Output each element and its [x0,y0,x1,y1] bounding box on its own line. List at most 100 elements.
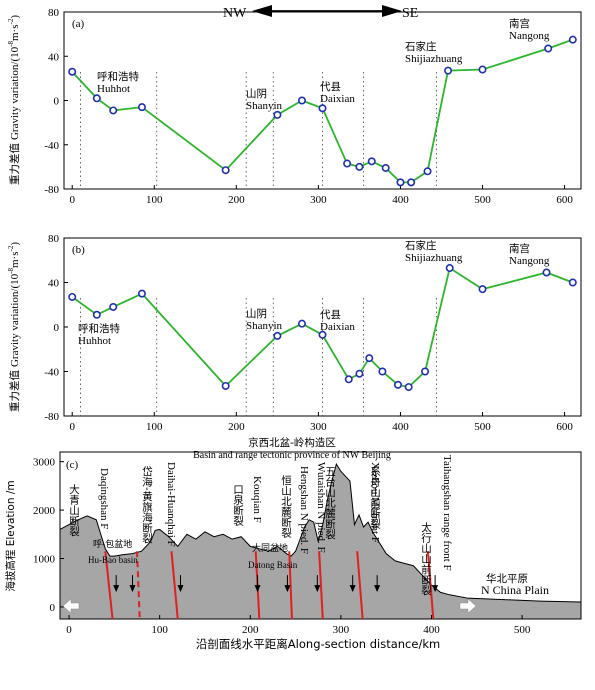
panel-b-place-huhhot-cn: 呼和浩特 [78,323,120,335]
panel-b-xtick-label: 300 [310,421,327,433]
panel-c-ytick-label: 2000 [33,505,56,517]
panel-a-gravity-point [568,35,577,44]
fault-label-taihang-en: Taihangshan range front F [441,455,453,571]
motion-arrow-head [177,585,184,593]
panel-a-xtick-label: 200 [228,194,245,206]
motion-arrow-head [432,585,439,593]
panel-a-gravity-point [343,159,352,168]
arrow-right-head [382,5,402,17]
panel-c-xtick-label: 0 [66,624,72,636]
panel-b-ticks: 0 100 200 300 400 500 600 -80 -40 0 40 80 [44,233,573,433]
panel-a-gravity-point [423,167,432,176]
panel-b-ylabel-en: Gravity variation/(10 [9,273,21,367]
panel-a-ytick-label: -40 [44,140,59,152]
panel-b-ylabel-cn: 重力差值 [8,370,21,412]
panel-b-place-shijiazhuang-cn: 石家庄 [405,239,437,252]
panel-a-ylabel-exp: -8 [7,41,15,47]
panel-b-label: (b) [72,244,85,256]
motion-arrow-head [349,585,356,593]
fault-line [426,551,435,619]
panel-b-gravity-point [478,285,487,294]
basin-hubao-en: Hu-Bao basin [88,555,138,565]
fault-label-kouquan-cn: 口泉断裂 [232,484,244,527]
panel-b-gravity-point [297,319,306,328]
fault-label-xizhou-cn: 系舟山前断裂 [369,466,381,530]
panel-b-gravity-point [378,367,387,376]
panel-b-gravity-point [68,292,77,301]
panel-b-xtick-label: 100 [146,421,163,433]
motion-arrow-head [254,585,261,593]
panel-a-place-shanyin-en: Shanyin [246,100,283,112]
panel-a-label: (a) [72,18,85,30]
fault-line [136,551,141,619]
panel-a-place-huhhot-cn: 呼和浩特 [97,71,139,83]
panel-a-xtick-label: 300 [310,194,327,206]
motion-arrow-head [374,585,381,593]
nw-label: NW [223,6,247,21]
panel-b-place-nangong-cn: 南宫 [509,242,530,255]
arrow-left-head [252,5,272,17]
panel-b-place-shijiazhuang-en: Shijiazhuang [405,252,463,264]
panel-b-xtick-label: 200 [228,421,245,433]
panel-b-gravity-point [137,289,146,298]
panel-a-ylabel: 重力差值 Gravity variation/(10-8m·s-2) [7,15,21,185]
panel-a-ylabel-en: Gravity variation/(10 [9,46,21,140]
panel-b-ytick-label: -80 [44,411,59,423]
panel-b-gravity-point [365,354,374,363]
motion-arrow-head [129,585,136,593]
panel-b-xtick-label: 600 [556,421,573,433]
motion-arrow-head [314,585,321,593]
panel-b-ytick-label: 80 [48,233,60,245]
panel-a-gravity-point [273,110,282,119]
fault-label-wutaishan-cn: 五台山北麓断裂 [324,466,336,540]
panel-b-gravity-point [92,310,101,319]
fault-label-daihai-cn: 岱海-黄旗海断裂 [141,465,153,544]
panel-a-gravity-point [367,157,376,166]
panel-b-ytick-label: -40 [44,367,59,379]
fault-label-hengshan-cn: 恒山北麓断裂 [280,474,292,539]
panel-c-xtick-label: 300 [333,624,350,636]
panel-b-gravity-point [421,367,430,376]
panel-b-gravity-point [404,383,413,392]
panel-c-ylabel: 海拔高程 Elevation /m [4,480,17,591]
panel-c-ticks: 0 100 200 300 400 500 0 1000 2000 3000 [33,457,531,636]
panel-b-ytick-label: 0 [54,322,60,334]
fault-line [318,551,324,619]
panel-b-ylabel-exp: -8 [7,268,15,274]
panel-b-xtick-label: 400 [392,421,409,433]
panel-a-gravity-point [109,106,118,115]
panel-b-place-daixian-cn: 代县 [320,309,341,321]
panel-a-xtick-label: 500 [474,194,491,206]
panel-a-series [68,35,577,187]
panel-a-ylabel-close: ) [9,15,21,19]
direction-indicator: NW SE [223,5,418,21]
panel-c-ytick-label: 0 [50,602,56,614]
panel-a-ylabel-exp2: -2 [7,18,15,24]
panel-a-gravity-point [407,178,416,187]
panel-b-gravity-point [109,302,118,311]
panel-b: (b) 重力差值 Gravity variation/(10-8m·s-2) 0 1… [7,233,582,433]
terrain-profile [60,462,581,619]
panel-b-gravity-point [344,375,353,384]
motion-arrow-head [113,585,120,593]
panel-c: 京西北盆-岭构造区 Basin and range tectonic provi… [4,436,582,651]
fault-line [288,551,293,619]
province-cn: 京西北盆-岭构造区 [248,436,336,449]
panel-b-gravity-point [542,268,551,277]
panel-a-gravity-point [381,163,390,172]
fault-label-daqingshan-en: Daqingshan F [98,468,110,529]
panel-c-xtick-label: 200 [242,624,259,636]
panel-a-place-shijiazhuang-en: Shijiazhuang [405,53,463,65]
panel-a-place-huhhot-en: Huhhot [97,83,130,95]
panel-b-place-huhhot-en: Huhhot [78,335,111,347]
panel-b-place-shanyin-cn: 山阴 [246,308,267,320]
panel-a-gravity-point [221,166,230,175]
plain-en: N China Plain [481,583,549,597]
panel-a-ytick-label: 0 [54,96,60,108]
fault-label-taihang-cn: 太行山山前断裂 [420,521,432,596]
panel-a-place-daixian-cn: 代县 [320,81,341,93]
fault-line [170,551,179,619]
province-en: Basin and range tectonic province of NW … [193,450,391,461]
panel-a-gravity-point [444,66,453,75]
se-label: SE [402,6,418,21]
